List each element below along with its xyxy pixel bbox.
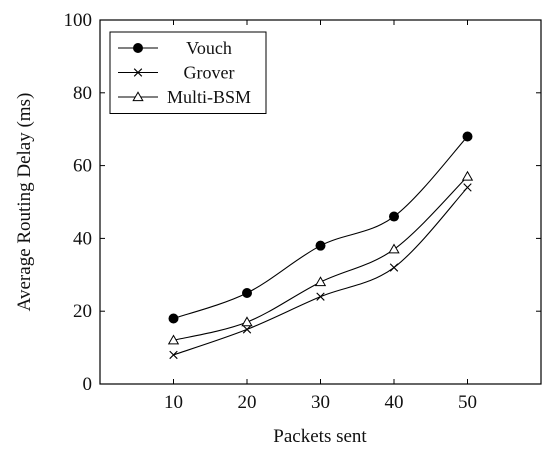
- x-axis-label: Packets sent: [273, 426, 367, 447]
- y-tick-label: 100: [64, 10, 93, 31]
- data-point: [388, 243, 400, 254]
- data-point: [241, 316, 253, 327]
- legend-marker: [133, 68, 143, 77]
- data-point: [389, 211, 399, 222]
- y-tick-label: 20: [73, 301, 92, 322]
- x-tick-label: 30: [311, 392, 330, 413]
- legend-marker: [132, 91, 144, 102]
- legend-label: Vouch: [186, 38, 232, 58]
- data-point: [314, 276, 327, 287]
- series-grover: [169, 183, 472, 360]
- y-tick-label: 80: [73, 83, 92, 104]
- legend-marker: [133, 43, 143, 53]
- data-point: [168, 313, 179, 324]
- x-tick-label: 10: [164, 392, 183, 413]
- data-point: [462, 131, 473, 142]
- x-tick-label: 50: [458, 392, 477, 413]
- data-point: [167, 334, 180, 345]
- y-tick-label: 60: [73, 156, 92, 177]
- legend-label: Grover: [184, 63, 235, 83]
- x-tick-label: 40: [385, 392, 404, 413]
- y-tick-label: 40: [73, 228, 92, 249]
- y-tick-label: 0: [83, 374, 93, 395]
- data-point: [316, 292, 325, 301]
- series-line: [173, 187, 468, 356]
- series-multi-bsm: [167, 170, 474, 345]
- data-point: [315, 240, 326, 251]
- legend-label: Multi-BSM: [167, 87, 251, 107]
- series-vouch: [168, 131, 473, 324]
- series-line: [173, 176, 468, 341]
- tick-labels: 10 20 30 40 50 0 20 40 60 80 100: [64, 10, 478, 413]
- series-lines: [167, 131, 474, 360]
- legend: Vouch Grover Multi-BSM: [109, 31, 267, 114]
- data-point: [242, 288, 252, 298]
- data-point: [463, 183, 472, 192]
- x-tick-label: 20: [238, 392, 257, 413]
- data-point: [461, 170, 474, 181]
- data-point: [389, 263, 399, 272]
- data-point: [169, 350, 178, 360]
- y-axis-label: Average Routing Delay (ms): [14, 93, 35, 312]
- series-line: [173, 136, 468, 319]
- tick-marks: [100, 19, 541, 385]
- data-point: [242, 325, 252, 334]
